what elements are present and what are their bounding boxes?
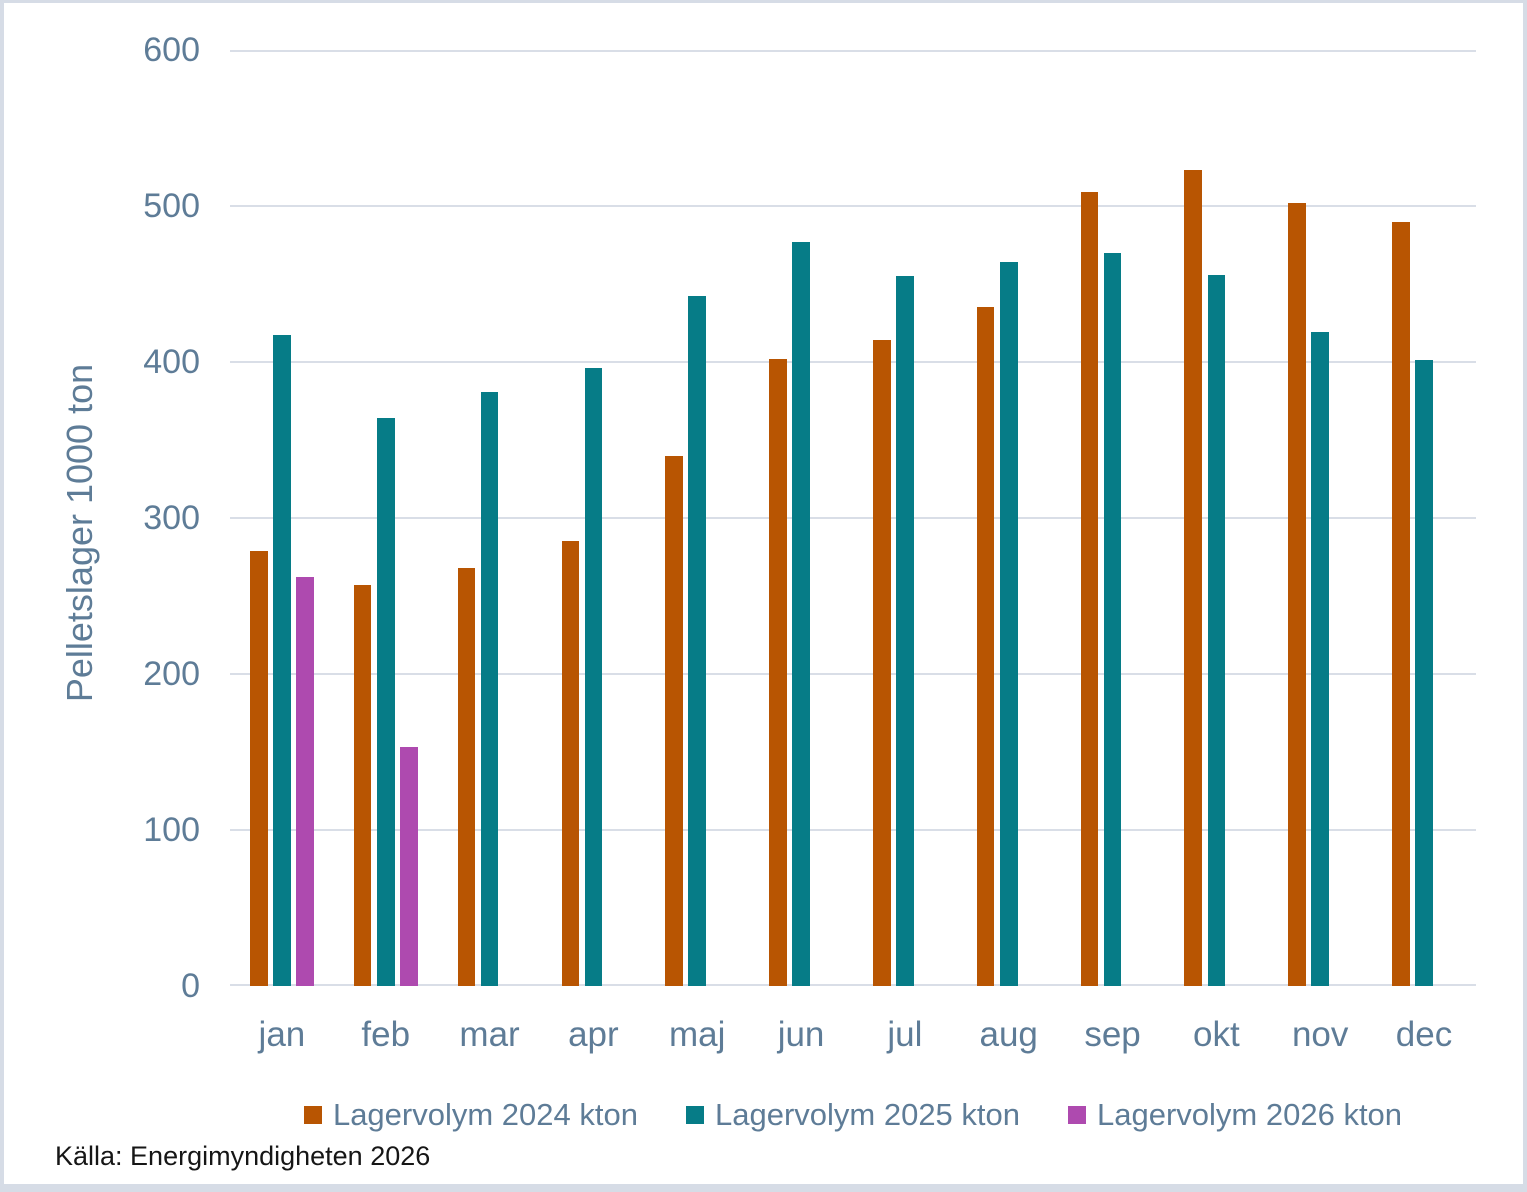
gridline-600: [230, 50, 1476, 52]
bar-group-mar: [438, 50, 542, 986]
legend-swatch-2026: [1068, 1106, 1087, 1124]
bar-jan-2024: [250, 550, 268, 986]
plot-area: [230, 50, 1476, 986]
gridline-200: [230, 673, 1476, 675]
gridline-500: [230, 205, 1476, 207]
bar-jun-2025: [792, 241, 810, 986]
x-tick-label-mar: mar: [459, 1015, 520, 1054]
y-tick-label-100: 100: [143, 811, 200, 849]
bar-dec-2025: [1415, 360, 1433, 986]
bar-group-okt: [1164, 50, 1268, 986]
bar-aug-2025: [999, 262, 1018, 986]
bar-sep-2025: [1103, 252, 1122, 986]
bar-group-sep: [1061, 50, 1165, 986]
bar-okt-2024: [1184, 170, 1203, 986]
bar-group-jan: [230, 50, 334, 986]
y-tick-label-400: 400: [143, 343, 200, 381]
x-tick-label-aug: aug: [979, 1015, 1038, 1054]
x-tick-label-jan: jan: [258, 1015, 306, 1054]
bar-group-apr: [541, 50, 645, 986]
legend-label-2025: Lagervolym 2025 kton: [714, 1097, 1021, 1132]
x-tick-label-sep: sep: [1084, 1015, 1141, 1054]
gridline-300: [230, 517, 1476, 519]
legend-item-2025: Lagervolym 2025 kton: [685, 1097, 1021, 1133]
x-tick-label-jul: jul: [887, 1015, 923, 1054]
bar-group-dec: [1372, 50, 1476, 986]
bar-group-jun: [749, 50, 853, 986]
legend-label-2026: Lagervolym 2026 kton: [1097, 1097, 1403, 1132]
bar-aug-2024: [976, 307, 995, 986]
legend-label-2024: Lagervolym 2024 kton: [332, 1097, 638, 1132]
bar-feb-2026: [400, 747, 418, 986]
bar-group-jul: [853, 50, 957, 986]
bar-jul-2025: [896, 276, 914, 986]
source-note: Källa: Energimyndigheten 2026: [55, 1141, 431, 1171]
bar-nov-2024: [1288, 202, 1306, 986]
bar-okt-2025: [1207, 274, 1226, 986]
legend-swatch-2025: [685, 1106, 704, 1124]
bar-nov-2025: [1311, 332, 1329, 986]
y-tick-label-200: 200: [143, 655, 200, 693]
gridline-0: [230, 984, 1476, 986]
bar-group-nov: [1268, 50, 1372, 986]
gridline-400: [230, 361, 1476, 363]
bar-maj-2024: [665, 455, 683, 986]
x-tick-label-maj: maj: [669, 1015, 726, 1054]
legend-item-2026: Lagervolym 2026 kton: [1068, 1097, 1402, 1133]
x-axis-labels: jan feb mar apr maj jun jul aug sep okt nov dec: [230, 1011, 1476, 1059]
legend: Lagervolym 2024 kton Lagervolym 2025 kton…: [230, 1095, 1476, 1135]
legend-item-2024: Lagervolym 2024 kton: [303, 1097, 638, 1133]
x-tick-label-apr: apr: [568, 1015, 619, 1054]
bar-mar-2024: [457, 567, 476, 986]
x-tick-label-dec: dec: [1395, 1015, 1453, 1054]
bar-jan-2026: [296, 577, 314, 986]
bar-jan-2025: [273, 335, 291, 986]
bar-group-aug: [957, 50, 1061, 986]
bar-feb-2025: [376, 418, 395, 986]
bar-maj-2025: [688, 296, 707, 986]
x-tick-label-feb: feb: [361, 1015, 411, 1054]
bar-mar-2025: [480, 391, 499, 986]
bars-layer: [230, 50, 1476, 986]
bar-apr-2024: [561, 541, 580, 986]
bar-group-maj: [645, 50, 749, 986]
y-tick-label-600: 600: [143, 31, 200, 69]
bar-feb-2024: [353, 585, 372, 986]
legend-swatch-2024: [303, 1106, 322, 1124]
x-tick-label-nov: nov: [1291, 1015, 1349, 1054]
x-tick-label-jun: jun: [777, 1015, 825, 1054]
x-tick-label-okt: okt: [1193, 1015, 1240, 1054]
bar-apr-2025: [584, 368, 603, 986]
bar-sep-2024: [1080, 191, 1099, 986]
bar-jul-2024: [872, 340, 891, 986]
y-tick-label-500: 500: [143, 187, 200, 225]
bar-jun-2024: [769, 358, 787, 986]
gridline-100: [230, 829, 1476, 831]
bar-dec-2024: [1392, 221, 1410, 986]
y-tick-label-300: 300: [143, 499, 200, 537]
bar-group-feb: [334, 50, 438, 986]
y-tick-label-0: 0: [181, 967, 200, 1005]
